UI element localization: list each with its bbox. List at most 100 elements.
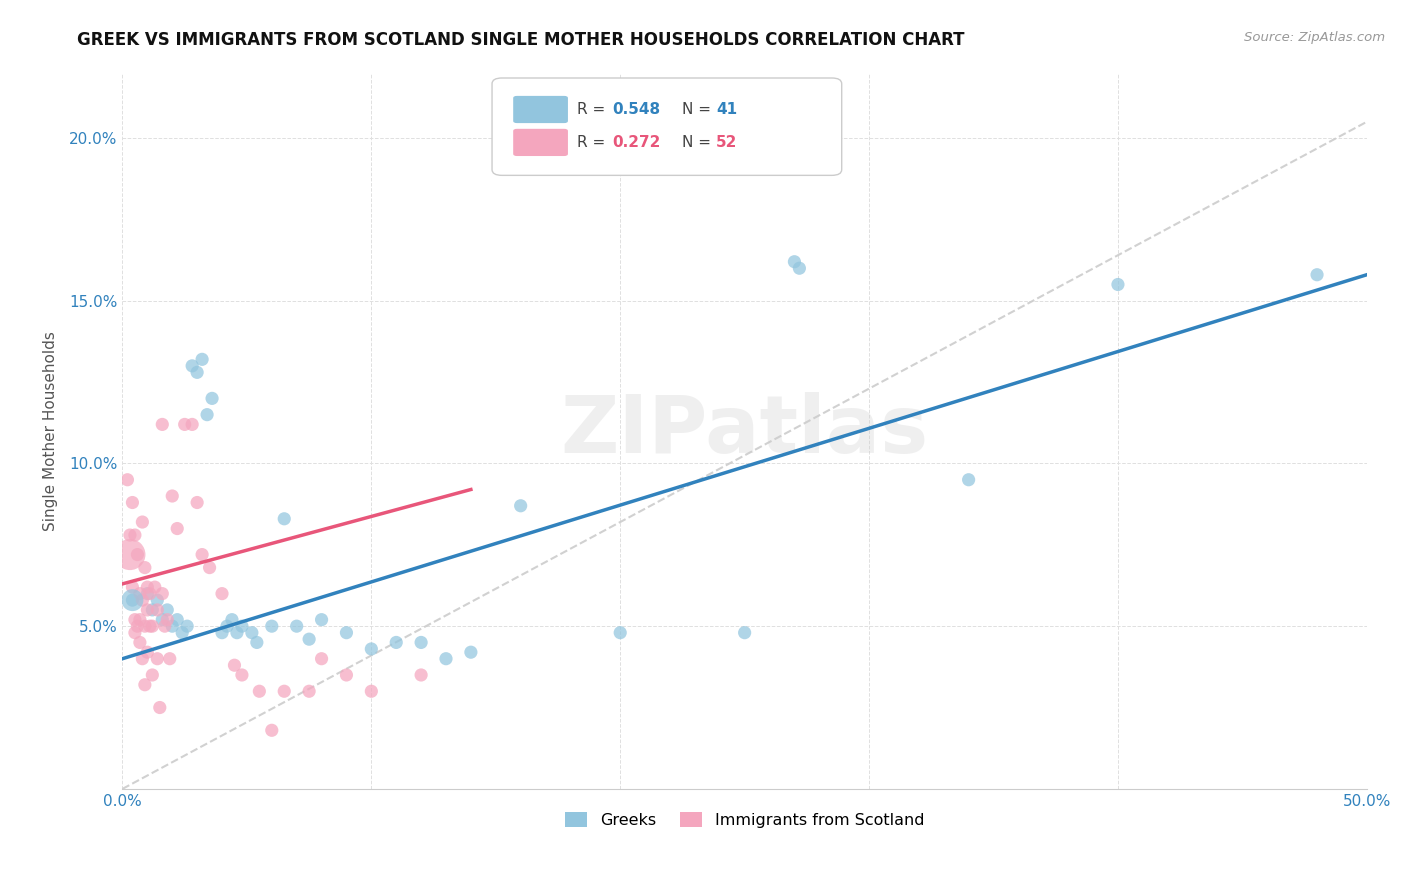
Point	[195, 408, 218, 422]
Text: 0.548: 0.548	[613, 102, 661, 117]
Point	[136, 587, 159, 601]
Point	[201, 392, 224, 406]
Point	[136, 645, 159, 659]
Point	[411, 635, 433, 649]
Point	[385, 635, 408, 649]
Text: 0.272: 0.272	[613, 135, 661, 150]
Point	[131, 515, 153, 529]
Text: ZIPatlas: ZIPatlas	[561, 392, 929, 470]
FancyBboxPatch shape	[513, 128, 568, 156]
Point	[121, 580, 143, 594]
Point	[231, 668, 253, 682]
Point	[734, 625, 756, 640]
Point	[789, 261, 811, 276]
Text: R =: R =	[576, 135, 610, 150]
FancyBboxPatch shape	[492, 78, 842, 176]
Point	[260, 619, 283, 633]
Point	[411, 668, 433, 682]
Point	[247, 684, 270, 698]
Point	[149, 700, 172, 714]
Point	[609, 625, 631, 640]
Point	[298, 632, 321, 647]
Point	[121, 593, 143, 607]
Point	[186, 495, 208, 509]
Point	[136, 603, 159, 617]
Point	[360, 642, 382, 657]
Point	[117, 473, 139, 487]
Point	[211, 625, 233, 640]
Point	[166, 613, 188, 627]
Point	[215, 619, 238, 633]
Point	[124, 613, 146, 627]
Point	[121, 593, 143, 607]
Point	[335, 668, 357, 682]
FancyBboxPatch shape	[513, 95, 568, 123]
Point	[118, 528, 141, 542]
Point	[159, 651, 181, 665]
Point	[162, 489, 184, 503]
Y-axis label: Single Mother Households: Single Mother Households	[44, 331, 58, 531]
Point	[957, 473, 980, 487]
Text: GREEK VS IMMIGRANTS FROM SCOTLAND SINGLE MOTHER HOUSEHOLDS CORRELATION CHART: GREEK VS IMMIGRANTS FROM SCOTLAND SINGLE…	[77, 31, 965, 49]
Point	[273, 512, 295, 526]
Point	[127, 619, 149, 633]
Text: 41: 41	[716, 102, 737, 117]
Point	[156, 603, 179, 617]
Point	[153, 619, 176, 633]
Point	[124, 528, 146, 542]
Text: Source: ZipAtlas.com: Source: ZipAtlas.com	[1244, 31, 1385, 45]
Point	[360, 684, 382, 698]
Point	[285, 619, 308, 633]
Point	[131, 593, 153, 607]
Point	[139, 619, 162, 633]
Point	[166, 522, 188, 536]
Point	[131, 651, 153, 665]
Point	[124, 625, 146, 640]
Point	[118, 548, 141, 562]
Point	[434, 651, 457, 665]
Point	[191, 548, 214, 562]
Point	[509, 499, 531, 513]
Point	[335, 625, 357, 640]
Point	[141, 603, 163, 617]
Point	[150, 613, 173, 627]
Point	[191, 352, 214, 367]
Point	[246, 635, 269, 649]
Point	[146, 593, 169, 607]
Text: R =: R =	[576, 102, 610, 117]
Point	[181, 417, 204, 432]
Point	[260, 723, 283, 738]
Point	[273, 684, 295, 698]
Legend: Greeks, Immigrants from Scotland: Greeks, Immigrants from Scotland	[558, 805, 931, 835]
Point	[221, 613, 243, 627]
Point	[240, 625, 263, 640]
Point	[150, 417, 173, 432]
Point	[141, 619, 163, 633]
Point	[460, 645, 482, 659]
Point	[121, 495, 143, 509]
Point	[134, 619, 156, 633]
Point	[231, 619, 253, 633]
Point	[128, 587, 150, 601]
Point	[162, 619, 184, 633]
Point	[224, 658, 246, 673]
Point	[181, 359, 204, 373]
Point	[136, 580, 159, 594]
Point	[211, 587, 233, 601]
Point	[127, 548, 149, 562]
Text: N =: N =	[682, 135, 716, 150]
Point	[173, 417, 195, 432]
Point	[143, 580, 166, 594]
Point	[146, 603, 169, 617]
Point	[198, 560, 221, 574]
Point	[141, 668, 163, 682]
Point	[128, 635, 150, 649]
Point	[150, 587, 173, 601]
Point	[128, 613, 150, 627]
Point	[146, 651, 169, 665]
Point	[1107, 277, 1129, 292]
Point	[176, 619, 198, 633]
Point	[226, 625, 249, 640]
Point	[134, 560, 156, 574]
Point	[311, 613, 333, 627]
